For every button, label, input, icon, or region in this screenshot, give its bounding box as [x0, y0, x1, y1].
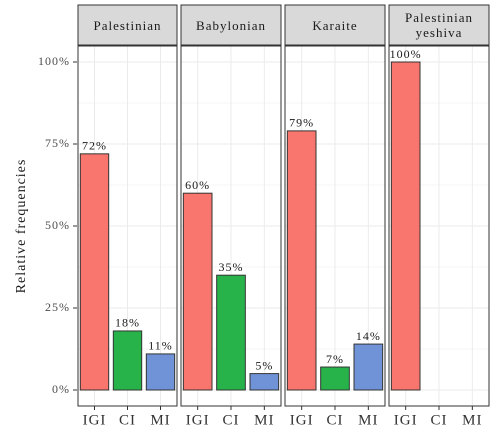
y-tick-label: 75% — [45, 136, 70, 150]
data-label: 11% — [148, 339, 173, 353]
panel-border — [388, 45, 490, 407]
bar — [216, 274, 246, 391]
y-tick-label: 25% — [45, 300, 70, 314]
data-label: 79% — [289, 116, 314, 130]
x-tick-label: IGI — [186, 412, 210, 428]
x-tick-label: CI — [431, 412, 448, 428]
strip-background — [77, 4, 178, 46]
x-tick-label: CI — [327, 412, 344, 428]
bar — [320, 366, 350, 391]
x-tick-label: MI — [150, 412, 170, 428]
x-tick-label: IGI — [83, 412, 107, 428]
strip-label: Palestinian — [93, 17, 162, 33]
x-tick-label: MI — [358, 412, 378, 428]
bar — [112, 330, 143, 391]
data-label: 72% — [82, 139, 107, 153]
data-label: 18% — [115, 316, 140, 330]
x-tick-label: IGI — [394, 412, 418, 428]
data-label: 100% — [390, 47, 422, 61]
panel-border — [77, 45, 178, 407]
strip-label-box: Palestinian yeshiva — [404, 10, 474, 40]
bar — [79, 153, 110, 391]
y-axis-label: Relative frequencies — [14, 159, 29, 294]
bar — [182, 192, 213, 391]
x-tick-label: MI — [254, 412, 274, 428]
strip-label: Palestinian yeshiva — [404, 10, 474, 40]
strip-background — [180, 4, 282, 46]
strip-background — [284, 4, 386, 46]
x-tick-label: MI — [462, 412, 482, 428]
strip-label-box: Palestinian — [93, 17, 162, 33]
strip-background — [388, 4, 490, 46]
strip-label-box: Karaite — [312, 17, 358, 33]
strip-label: Babylonian — [196, 17, 266, 33]
data-label: 5% — [255, 358, 273, 372]
strip-label: Karaite — [312, 17, 358, 33]
x-tick-label: CI — [223, 412, 240, 428]
data-label: 7% — [326, 352, 344, 366]
data-label: 35% — [219, 260, 244, 274]
strip-label-box: Babylonian — [196, 17, 266, 33]
data-label: 60% — [185, 178, 210, 192]
bar — [249, 373, 280, 391]
bar — [286, 130, 317, 391]
bar — [145, 353, 176, 391]
x-tick-label: CI — [119, 412, 136, 428]
panel-border — [284, 45, 386, 407]
y-tick-label: 100% — [38, 54, 70, 68]
bar — [353, 343, 384, 391]
bar — [390, 61, 421, 391]
y-tick-label: 0% — [52, 382, 70, 396]
panel-border — [180, 45, 282, 407]
data-label: 14% — [356, 329, 381, 343]
x-tick-label: IGI — [290, 412, 314, 428]
y-tick-label: 50% — [45, 218, 70, 232]
